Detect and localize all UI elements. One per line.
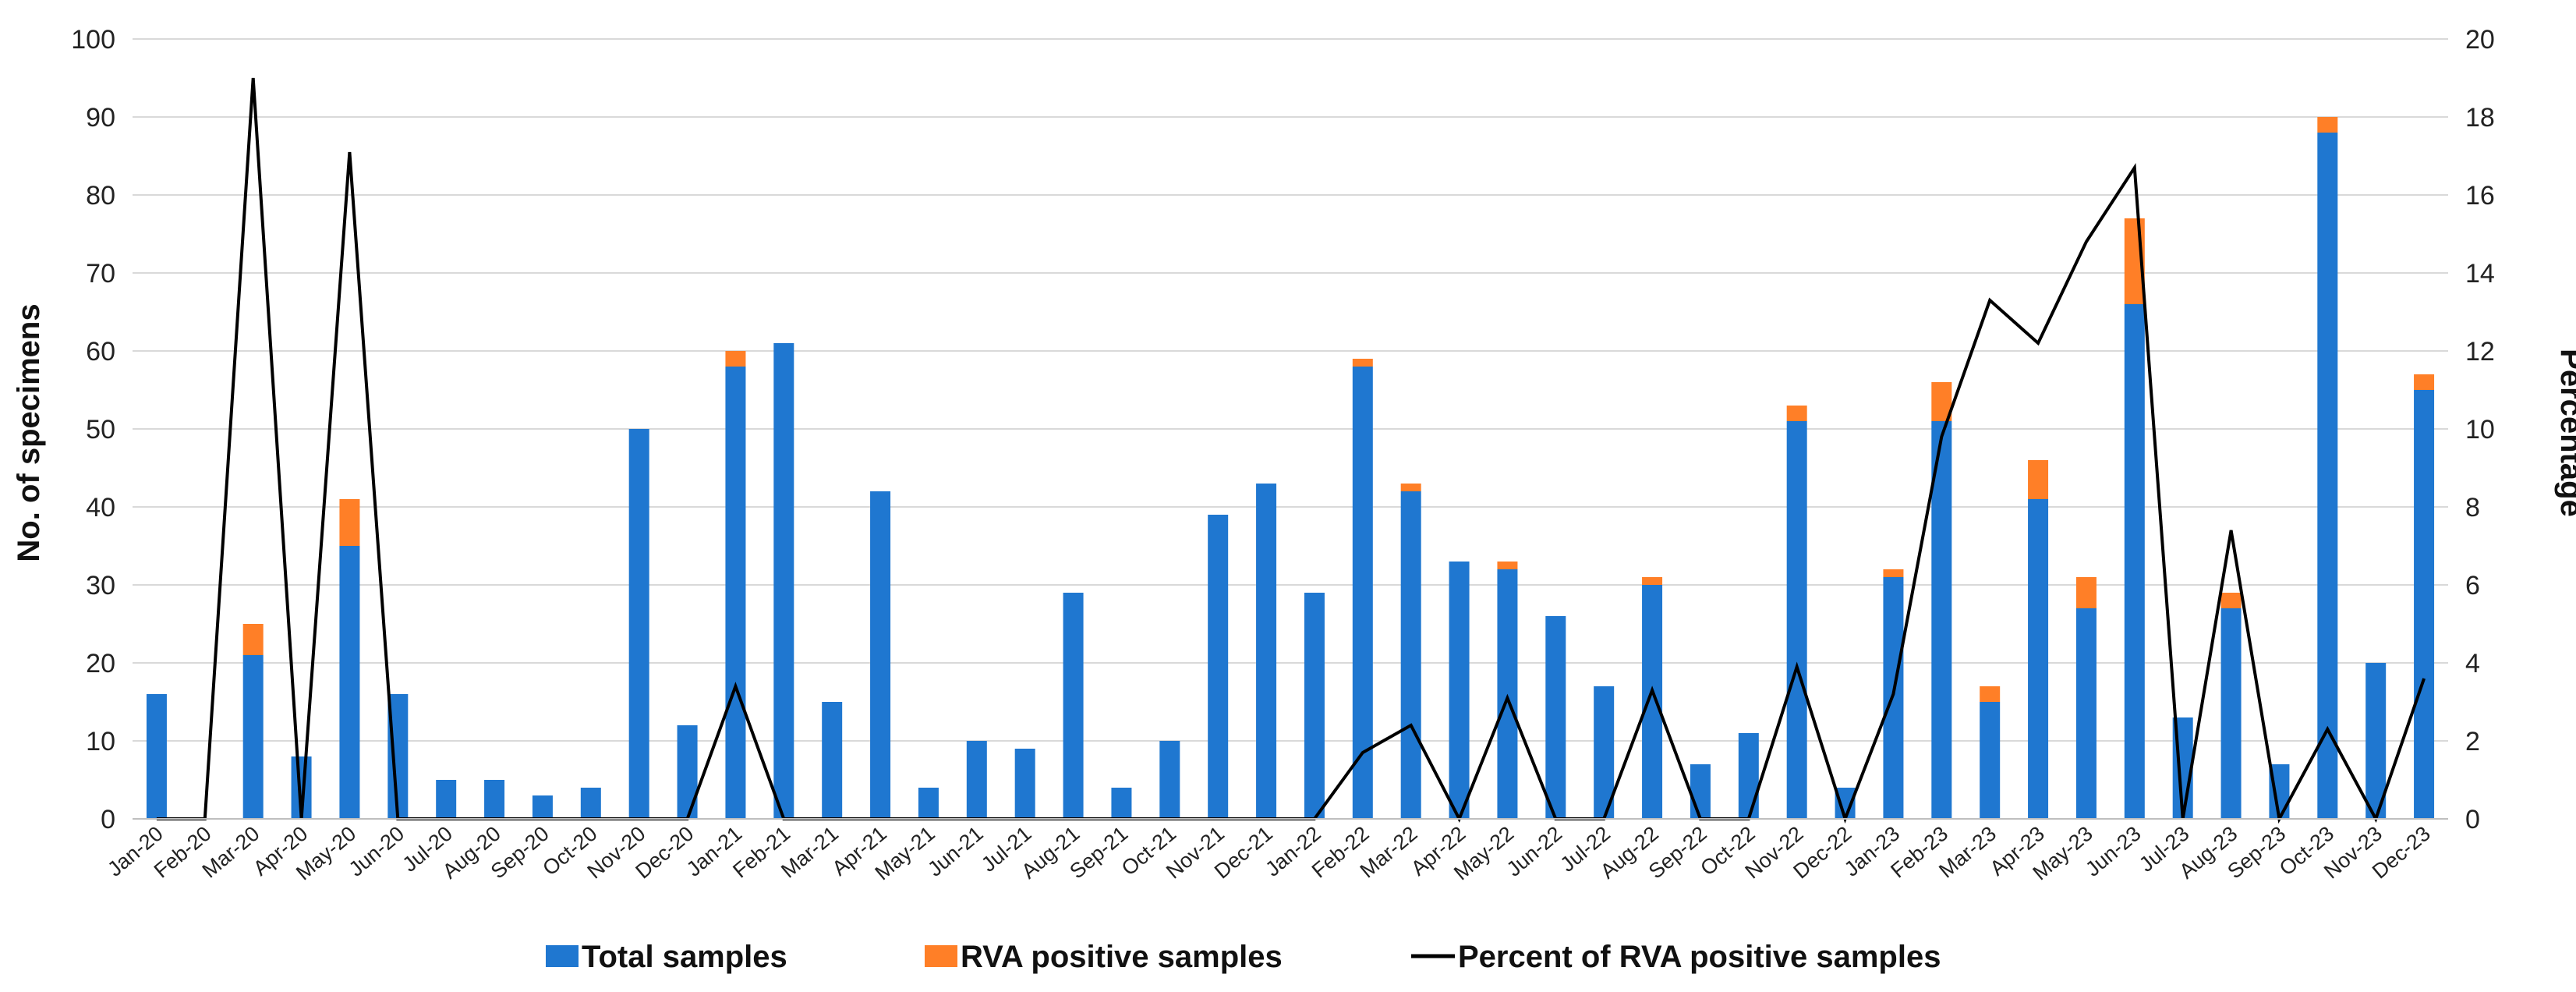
bar-rva-positive: [1642, 577, 1663, 585]
bar-rva-positive: [1980, 686, 2001, 702]
bar-total: [870, 491, 891, 819]
bar-total: [2220, 608, 2242, 819]
right-axis-ticks: 0 2 4 6 8 10 12 14 16 18 20: [2465, 25, 2495, 834]
bar-total: [2414, 390, 2435, 819]
bar-series: [146, 117, 2435, 819]
bar-rva-positive: [1400, 484, 1421, 491]
bar-total: [1690, 764, 1711, 819]
bar-total: [918, 788, 939, 819]
bar-total: [1256, 484, 1277, 819]
bar-total: [2317, 133, 2338, 819]
bar-total: [339, 546, 360, 819]
bar-total: [146, 694, 167, 819]
legend-label-total: Total samples: [582, 940, 787, 974]
left-axis-ticks: 0 10 20 30 40 50 60 70 80 90 100: [71, 25, 115, 834]
bar-total: [1400, 491, 1421, 819]
y-tick-label: 50: [86, 415, 115, 445]
bar-total: [1208, 515, 1229, 819]
bar-total: [628, 429, 649, 819]
legend-label-rva: RVA positive samples: [961, 940, 1283, 974]
gridlines: [133, 38, 2448, 742]
y2-tick-label: 0: [2465, 805, 2480, 834]
legend-swatch-total: [546, 945, 579, 967]
x-tick-label: Jun-20: [345, 822, 409, 881]
y2-tick-label: 2: [2465, 727, 2480, 756]
bar-rva-positive: [725, 351, 746, 367]
bar-total: [484, 780, 505, 819]
y2-tick-label: 6: [2465, 571, 2480, 601]
y-tick-label: 20: [86, 649, 115, 678]
bar-total: [580, 788, 601, 819]
bar-rva-positive: [242, 624, 264, 655]
bar-total: [2028, 499, 2049, 819]
bar-total: [1304, 593, 1325, 819]
y-axis-title: No. of specimens: [12, 303, 46, 562]
bar-total: [1014, 749, 1035, 819]
bar-total: [1738, 733, 1759, 819]
bar-total: [1642, 585, 1663, 819]
bar-total: [1931, 421, 1952, 819]
bar-total: [436, 780, 457, 819]
y-tick-label: 100: [71, 25, 115, 55]
bar-rva-positive: [2075, 577, 2097, 608]
y-tick-label: 80: [86, 181, 115, 211]
legend: Total samples RVA positive samples Perce…: [546, 940, 1941, 974]
bar-total: [677, 725, 698, 819]
bar-total: [1980, 702, 2001, 819]
bar-total: [1352, 367, 1373, 819]
bar-total: [1545, 616, 1566, 819]
bar-total: [1111, 788, 1132, 819]
y2-tick-label: 12: [2465, 337, 2495, 367]
bar-rva-positive: [2414, 374, 2435, 390]
bar-total: [1159, 741, 1180, 819]
y2-tick-label: 8: [2465, 493, 2480, 523]
x-tick-label: Jun-21: [923, 822, 988, 881]
bar-rva-positive: [2028, 460, 2049, 499]
bar-total: [2124, 304, 2145, 819]
bar-rva-positive: [339, 499, 360, 546]
bar-total: [966, 741, 987, 819]
y-tick-label: 60: [86, 337, 115, 367]
bar-total: [2365, 663, 2387, 819]
x-axis-ticks: Jan-20Feb-20Mar-20Apr-20May-20Jun-20Jul-…: [103, 822, 2435, 885]
y-tick-label: 0: [101, 805, 115, 834]
bar-total: [2075, 608, 2097, 819]
y2-axis-title: Percentage: [2554, 349, 2576, 517]
bar-rva-positive: [2220, 593, 2242, 608]
y-tick-label: 90: [86, 103, 115, 133]
y-tick-label: 70: [86, 259, 115, 289]
y2-tick-label: 20: [2465, 25, 2495, 55]
legend-label-percent: Percent of RVA positive samples: [1458, 940, 1941, 974]
y2-tick-label: 18: [2465, 103, 2495, 133]
bar-total: [1063, 593, 1084, 819]
y2-tick-label: 10: [2465, 415, 2495, 445]
bar-total: [773, 343, 794, 819]
bar-total: [1449, 562, 1470, 819]
y-tick-label: 40: [86, 493, 115, 523]
y-tick-label: 30: [86, 571, 115, 601]
x-tick-label: Jun-22: [1502, 822, 1567, 881]
bar-rva-positive: [1497, 562, 1518, 569]
bar-rva-positive: [1883, 569, 1904, 577]
bar-rva-positive: [1786, 406, 1807, 421]
bar-total: [532, 795, 553, 819]
y-tick-label: 10: [86, 727, 115, 756]
bar-total: [1786, 421, 1807, 819]
bar-total: [725, 367, 746, 819]
y2-tick-label: 14: [2465, 259, 2495, 289]
bar-total: [822, 702, 843, 819]
legend-swatch-rva: [925, 945, 957, 967]
y2-tick-label: 4: [2465, 649, 2480, 678]
bar-rva-positive: [1352, 359, 1373, 367]
bar-total: [242, 655, 264, 819]
bar-rva-positive: [2317, 117, 2338, 133]
x-tick-label: Jun-23: [2081, 822, 2146, 881]
y2-tick-label: 16: [2465, 181, 2495, 211]
